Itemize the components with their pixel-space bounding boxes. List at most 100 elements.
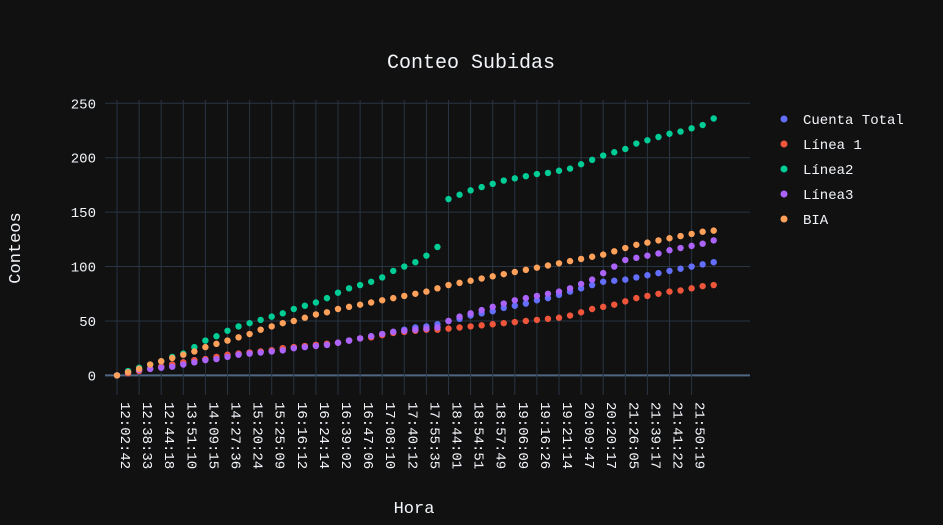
x-tick-label: 18:54:51 xyxy=(470,402,486,469)
legend-marker xyxy=(780,215,788,223)
point xyxy=(169,363,176,370)
point xyxy=(644,272,651,279)
point xyxy=(566,285,574,292)
point xyxy=(633,274,640,281)
point xyxy=(622,256,629,264)
point xyxy=(511,297,518,304)
point xyxy=(334,339,342,346)
point xyxy=(588,253,596,260)
point xyxy=(655,269,662,277)
point xyxy=(334,305,342,313)
point xyxy=(345,337,353,344)
point xyxy=(113,372,121,379)
x-tick-label: 21:50:19 xyxy=(691,402,707,469)
y-tick-label: 100 xyxy=(71,261,96,277)
point xyxy=(566,312,574,319)
point xyxy=(699,240,706,247)
point xyxy=(600,278,607,285)
point xyxy=(213,333,220,340)
legend-label: Cuenta Total xyxy=(803,113,904,129)
point xyxy=(544,290,552,297)
x-tick-label: 20:20:17 xyxy=(602,402,618,469)
legend-marker xyxy=(780,165,788,173)
point xyxy=(401,327,408,334)
point xyxy=(600,269,607,277)
point xyxy=(423,288,430,295)
point xyxy=(379,330,386,338)
point xyxy=(677,265,684,272)
x-tick-label: 16:47:06 xyxy=(359,402,375,469)
point xyxy=(622,276,629,283)
legend-label: BIA xyxy=(803,213,829,229)
point xyxy=(379,274,386,281)
point xyxy=(180,361,187,368)
y-tick-label: 200 xyxy=(71,152,96,168)
legend-label: Línea3 xyxy=(803,188,853,204)
point xyxy=(312,299,320,306)
point xyxy=(588,305,596,313)
point xyxy=(710,115,717,122)
x-tick-label: 12:44:18 xyxy=(160,402,176,469)
point xyxy=(423,252,430,259)
point xyxy=(522,266,530,274)
point xyxy=(467,310,474,317)
point xyxy=(345,285,353,292)
point xyxy=(345,303,353,311)
point xyxy=(710,237,717,244)
point xyxy=(511,302,518,309)
point xyxy=(533,170,541,178)
legend-marker xyxy=(780,115,788,123)
point xyxy=(301,302,309,309)
point xyxy=(710,227,717,234)
point xyxy=(577,161,585,168)
point xyxy=(467,187,474,194)
point xyxy=(489,180,496,188)
point xyxy=(379,297,386,304)
point xyxy=(323,309,331,316)
x-tick-label: 21:41:22 xyxy=(669,402,685,469)
point xyxy=(555,314,563,321)
point xyxy=(180,351,187,358)
x-tick-label: 19:21:14 xyxy=(558,402,574,469)
point xyxy=(566,257,574,265)
point xyxy=(544,262,552,269)
point xyxy=(677,244,684,252)
x-axis-title: Hora xyxy=(394,500,435,519)
point xyxy=(522,294,530,302)
point xyxy=(688,125,695,132)
point xyxy=(622,244,629,252)
point xyxy=(412,326,419,333)
point xyxy=(633,294,640,302)
point xyxy=(478,306,485,314)
x-tick-label: 19:16:26 xyxy=(536,402,552,469)
point xyxy=(290,344,297,352)
point xyxy=(699,282,706,290)
point xyxy=(500,270,507,278)
point xyxy=(279,310,286,317)
x-tick-label: 12:02:42 xyxy=(116,402,132,469)
point xyxy=(555,288,563,295)
point xyxy=(367,299,375,306)
point xyxy=(124,368,132,376)
point xyxy=(456,191,463,198)
point xyxy=(666,247,673,254)
point xyxy=(511,268,518,276)
point xyxy=(257,349,264,356)
point xyxy=(666,130,673,137)
legend-marker xyxy=(780,140,788,148)
point xyxy=(677,232,684,240)
x-tick-label: 15:20:24 xyxy=(249,402,265,469)
point xyxy=(489,303,496,311)
point xyxy=(655,133,662,141)
y-tick-label: 150 xyxy=(71,206,96,222)
point xyxy=(511,318,518,326)
x-tick-label: 14:27:36 xyxy=(227,402,243,469)
point xyxy=(390,267,397,275)
point xyxy=(412,258,419,266)
point xyxy=(699,121,706,129)
point xyxy=(611,263,618,270)
point xyxy=(456,313,463,320)
point xyxy=(334,289,342,296)
x-tick-label: 17:08:10 xyxy=(381,402,397,469)
